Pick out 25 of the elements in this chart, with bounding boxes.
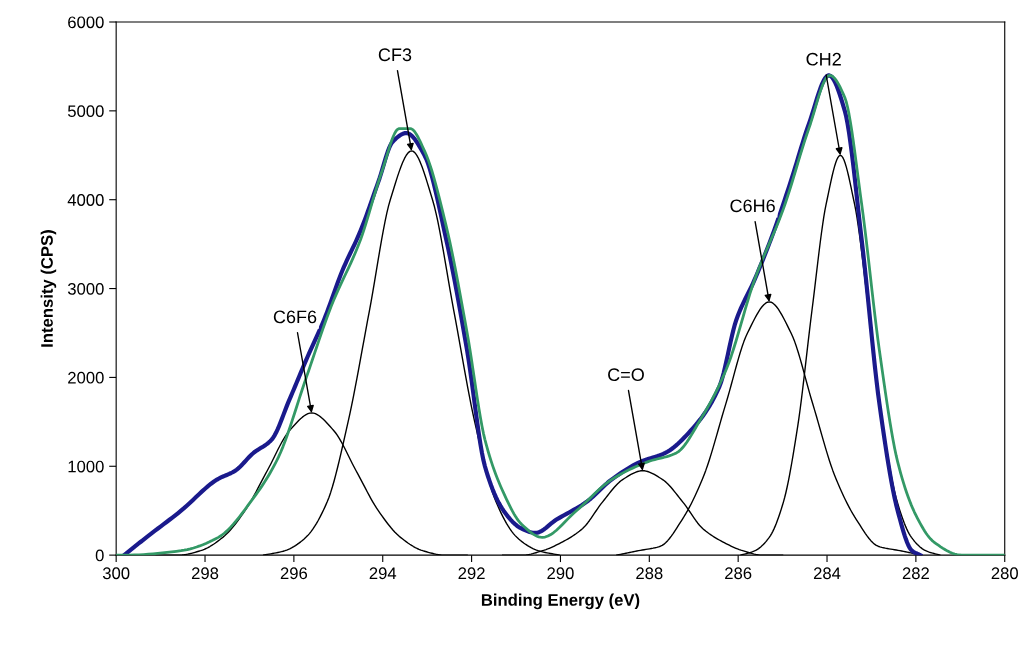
x-tick-label: 286 <box>725 567 752 580</box>
y-tick-label: 6000 <box>68 16 104 29</box>
x-tick-label: 296 <box>280 567 308 580</box>
y-tick-label: 0 <box>95 549 104 562</box>
annotation: CF3 <box>378 48 412 62</box>
x-tick-label: 294 <box>369 567 397 580</box>
x-tick-label: 298 <box>191 567 219 580</box>
annotation: C6F6 <box>273 310 317 324</box>
x-tick-label: 288 <box>636 567 663 580</box>
x-tick-label: 300 <box>102 567 130 580</box>
x-tick-label: 290 <box>547 567 574 580</box>
x-tick-label: 292 <box>458 567 485 580</box>
y-axis-title: Intensity (CPS) <box>40 230 57 347</box>
annotation: C6H6 <box>730 199 775 213</box>
annotation: C=O <box>608 368 644 382</box>
annotation: CH2 <box>806 52 841 66</box>
y-tick-label: 1000 <box>68 460 104 473</box>
y-tick-label: 3000 <box>67 282 104 295</box>
x-tick-label: 282 <box>902 567 929 580</box>
x-axis-title: Binding Energy (eV) <box>481 593 640 610</box>
x-tick-label: 280 <box>991 567 1018 580</box>
y-tick-label: 5000 <box>67 105 104 118</box>
y-tick-label: 2000 <box>68 371 104 384</box>
x-tick-label: 284 <box>813 567 841 580</box>
y-tick-label: 4000 <box>67 194 104 206</box>
